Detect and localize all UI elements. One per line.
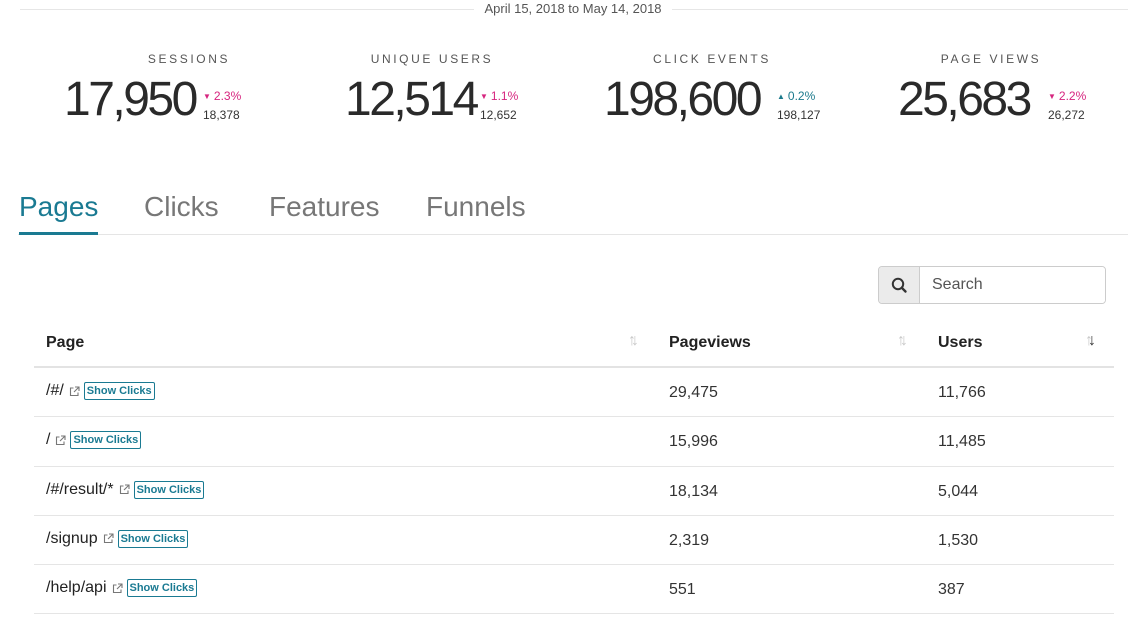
stat-previous: 18,378 <box>203 108 240 122</box>
column-header-pageviews[interactable]: Pageviews <box>669 334 751 351</box>
external-link-icon[interactable] <box>103 533 114 544</box>
users-cell: 1,530 <box>938 531 979 549</box>
page-cell: /#/ Show Clicks <box>46 382 155 400</box>
stats-summary: SESSIONS 17,950 ▼ 2.3% 18,378 UNIQUE USER… <box>0 52 1144 132</box>
page-cell: /signup Show Clicks <box>46 529 189 548</box>
stat-previous: 12,652 <box>480 108 517 122</box>
page-path-link[interactable]: /signup <box>46 529 98 547</box>
triangle-down-icon: ▼ <box>1048 92 1056 101</box>
stat-value: 198,600 <box>604 73 763 126</box>
column-header-users[interactable]: Users <box>938 334 983 351</box>
stat-value: 17,950 <box>64 73 198 126</box>
pageviews-cell: 18,134 <box>669 482 718 500</box>
users-cell: 387 <box>938 581 965 599</box>
stat-change: ▼ 2.3% <box>203 89 242 103</box>
stat-value: 12,514 <box>345 73 479 126</box>
stat-label: PAGE VIEWS <box>940 52 1042 66</box>
pages-table: Page ↑↓ Pageviews ↑↓ Users ↑↓ /#/ Show C… <box>34 318 1114 615</box>
tab-features[interactable]: Features <box>269 191 380 222</box>
search-box <box>878 266 1106 304</box>
page-path-link[interactable]: /#/result/* <box>46 480 114 498</box>
tab-bar: Pages Clicks Features Funnels <box>18 188 1128 235</box>
tab-funnels[interactable]: Funnels <box>426 191 526 222</box>
show-clicks-button[interactable]: Show Clicks <box>133 480 205 499</box>
page-path-link[interactable]: / <box>46 431 51 449</box>
stat-previous: 198,127 <box>777 108 821 122</box>
stat-change: ▼ 1.1% <box>480 89 519 103</box>
table-row: /#/result/* Show Clicks 18,134 5,044 <box>34 467 1114 516</box>
tab-pages[interactable]: Pages <box>19 188 99 235</box>
sort-page-icon[interactable]: ↑↓ <box>628 332 639 349</box>
table-row: /#/ Show Clicks 29,475 11,766 <box>34 368 1114 418</box>
sort-pageviews-icon[interactable]: ↑↓ <box>897 332 908 349</box>
stat-previous: 26,272 <box>1048 108 1085 122</box>
table-header: Page ↑↓ Pageviews ↑↓ Users ↑↓ <box>34 318 1114 368</box>
pageviews-cell: 551 <box>669 581 696 599</box>
search-input[interactable] <box>920 267 1105 303</box>
page-cell: / Show Clicks <box>46 431 142 450</box>
show-clicks-button[interactable]: Show Clicks <box>126 579 198 598</box>
pageviews-cell: 2,319 <box>669 531 710 549</box>
stat-label: SESSIONS <box>147 52 231 66</box>
search-button[interactable] <box>879 267 920 303</box>
triangle-down-icon: ▼ <box>203 92 211 101</box>
page-cell: /#/result/* Show Clicks <box>46 480 205 499</box>
table-row: /signup Show Clicks 2,319 1,530 <box>34 516 1114 566</box>
sort-users-icon[interactable]: ↑↓ <box>1085 332 1096 349</box>
triangle-down-icon: ▼ <box>480 92 488 101</box>
search-icon <box>891 277 907 293</box>
pageviews-cell: 15,996 <box>669 433 718 451</box>
page-path-link[interactable]: /help/api <box>46 579 107 597</box>
stat-change: ▼ 2.2% <box>1048 89 1087 103</box>
pageviews-cell: 29,475 <box>669 384 718 401</box>
users-cell: 5,044 <box>938 482 979 500</box>
show-clicks-button[interactable]: Show Clicks <box>70 431 142 450</box>
external-link-icon[interactable] <box>55 435 67 446</box>
triangle-up-icon: ▲ <box>777 92 785 101</box>
stat-value: 25,683 <box>898 73 1032 126</box>
date-range: April 15, 2018 to May 14, 2018 <box>474 0 672 18</box>
users-cell: 11,485 <box>938 433 986 451</box>
show-clicks-button[interactable]: Show Clicks <box>83 382 155 400</box>
table-row: /help/api Show Clicks 551 387 <box>34 565 1114 615</box>
external-link-icon[interactable] <box>119 484 130 495</box>
show-clicks-button[interactable]: Show Clicks <box>117 529 189 548</box>
users-cell: 11,766 <box>938 384 986 401</box>
table-row: / Show Clicks 15,996 11,485 <box>34 417 1114 467</box>
page-cell: /help/api Show Clicks <box>46 579 198 598</box>
stat-change: ▲ 0.2% <box>777 89 816 103</box>
tab-clicks[interactable]: Clicks <box>144 191 219 222</box>
column-header-page[interactable]: Page <box>46 334 85 351</box>
stat-label: CLICK EVENTS <box>653 52 771 66</box>
page-path-link[interactable]: /#/ <box>46 382 64 399</box>
external-link-icon[interactable] <box>112 583 123 594</box>
stat-label: UNIQUE USERS <box>370 52 494 66</box>
external-link-icon[interactable] <box>69 385 80 397</box>
